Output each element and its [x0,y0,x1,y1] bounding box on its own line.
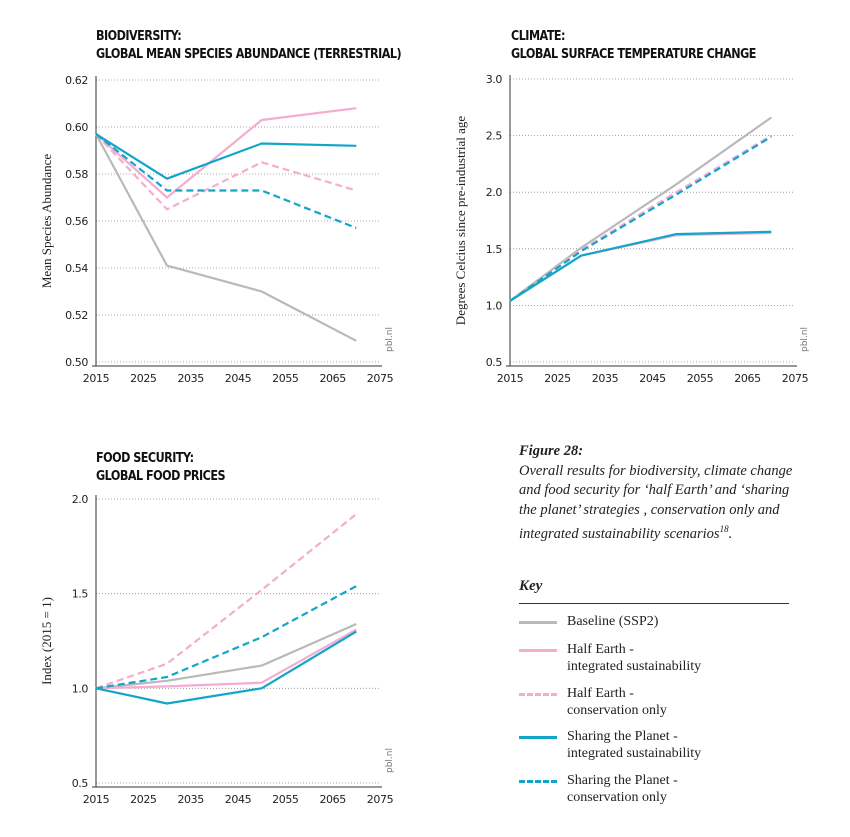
climate-y-axis-label: Degrees Celcius since pre-industrial age [453,116,468,326]
legend-item-sharing-planet-integrated: Sharing the Planet - integrated sustaina… [519,728,809,768]
climate-source-mark: pbl.nl [800,327,810,352]
climate-x-tick-label: 2015 [497,372,524,385]
biodiversity-series-half_earth-integrated [95,107,357,199]
biodiversity-x-tick-label: 2075 [367,372,394,385]
food-series-baseline-integrated [95,622,357,690]
legend-item-half-earth-conservation: Half Earth - conservation only [519,685,809,725]
legend-item-line-1: Sharing the Planet - [567,773,678,788]
legend-item-label: Half Earth - conservation only [567,685,667,719]
climate-chart-title: CLIMATE: GLOBAL SURFACE TEMPERATURE CHAN… [511,28,756,64]
food-x-tick-label: 2055 [272,793,299,806]
climate-series-sharing_planet-integrated [509,230,772,302]
figure-caption-footnote-ref: 18 [719,524,729,534]
climate-title-line-2: GLOBAL SURFACE TEMPERATURE CHANGE [511,47,756,62]
food-x-tick-label: 2045 [225,793,252,806]
climate-y-tick-label: 3.0 [486,73,503,86]
biodiversity-x-tick-label: 2035 [177,372,204,385]
biodiversity-x-tick-label: 2055 [272,372,299,385]
biodiversity-y-tick-label: 0.52 [65,309,88,322]
biodiversity-series-sharing_planet-conservation [95,133,357,230]
climate-series-sharing_planet-conservation [509,135,772,302]
food-series-sharing_planet-conservation [95,585,357,690]
legend-item-label: Sharing the Planet - conservation only [567,772,678,806]
legend-item-line-2: integrated sustainability [567,746,702,761]
legend-divider [519,603,789,604]
legend-swatch-baseline [519,621,557,624]
biodiversity-x-tick-label: 2015 [83,372,110,385]
legend-item-line-1: Half Earth - [567,686,634,701]
food-series-sharing_planet-integrated [95,630,357,705]
climate-x-tick-label: 2055 [687,372,714,385]
legend-item-line-2: conservation only [567,703,667,718]
legend-item-line-1: Sharing the Planet - [567,729,678,744]
biodiversity-title-line-2: GLOBAL MEAN SPECIES ABUNDANCE (TERRESTRI… [96,47,402,62]
legend-item-line-1: Baseline (SSP2) [567,614,659,629]
food-y-tick-label: 1.0 [72,682,89,695]
legend-swatch-sharing-planet-conservation [519,780,557,783]
figure-caption: Figure 28: Overall results for biodivers… [519,442,809,544]
legend-item-label: Half Earth - integrated sustainability [567,641,701,675]
biodiversity-y-axis-label: Mean Species Abundance [39,154,54,289]
climate-x-tick-label: 2065 [734,372,761,385]
figure-caption-heading: Figure 28: [519,443,584,459]
climate-y-tick-label: 2.0 [486,186,503,199]
food-y-axis-label: Index (2015 = 1) [39,597,54,685]
biodiversity-source-mark: pbl.nl [385,327,395,352]
biodiversity-series-half_earth-conservation [95,133,357,211]
legend-item-sharing-planet-conservation: Sharing the Planet - conservation only [519,772,809,812]
climate-x-tick-label: 2045 [639,372,666,385]
food-chart-title: FOOD SECURITY: GLOBAL FOOD PRICES [96,450,226,486]
biodiversity-x-tick-label: 2065 [319,372,346,385]
biodiversity-title-line-1: BIODIVERSITY: [96,29,182,44]
figure-caption-body: Overall results for biodiversity, climat… [519,462,793,542]
legend-item-label: Sharing the Planet - integrated sustaina… [567,728,701,762]
climate-x-tick-label: 2025 [544,372,571,385]
climate-y-tick-label: 2.5 [486,130,503,143]
food-y-tick-label: 2.0 [72,493,89,506]
biodiversity-x-tick-label: 2045 [225,372,252,385]
biodiversity-chart-title: BIODIVERSITY: GLOBAL MEAN SPECIES ABUNDA… [96,28,402,64]
food-x-tick-label: 2015 [83,793,110,806]
legend-item-line-2: conservation only [567,790,667,805]
legend-title: Key [519,578,543,594]
food-title-line-1: FOOD SECURITY: [96,451,194,466]
figure-caption-end: . [728,525,733,542]
food-series-half_earth-integrated [95,628,357,690]
food-y-tick-label: 0.5 [72,777,89,790]
climate-y-tick-label: 0.5 [486,356,503,369]
climate-y-tick-label: 1.0 [486,299,503,312]
climate-title-line-1: CLIMATE: [511,29,566,44]
biodiversity-y-tick-label: 0.54 [65,262,88,275]
legend-item-half-earth-integrated: Half Earth - integrated sustainability [519,641,809,681]
legend-swatch-half-earth-conservation [519,693,557,696]
biodiversity-series-baseline-integrated [95,133,357,342]
food-series-half_earth-conservation [95,513,357,690]
food-x-tick-label: 2075 [367,793,394,806]
climate-series-half_earth-conservation [509,134,772,302]
biodiversity-x-tick-label: 2025 [130,372,157,385]
biodiversity-series-sharing_planet-integrated [95,133,357,180]
legend-item-line-2: integrated sustainability [567,659,702,674]
legend-swatch-sharing-planet-integrated [519,736,557,739]
climate-x-tick-label: 2075 [782,372,809,385]
biodiversity-y-tick-label: 0.50 [65,356,88,369]
food-x-tick-label: 2025 [130,793,157,806]
legend-item-line-1: Half Earth - [567,642,634,657]
food-y-tick-label: 1.5 [72,588,89,601]
climate-y-tick-label: 1.5 [486,243,503,256]
food-source-mark: pbl.nl [385,748,395,773]
legend-item-label: Baseline (SSP2) [567,613,658,630]
legend-item-baseline: Baseline (SSP2) [519,613,809,653]
biodiversity-y-tick-label: 0.58 [65,168,88,181]
legend-swatch-half-earth-integrated [519,649,557,652]
climate-x-tick-label: 2035 [592,372,619,385]
food-title-line-2: GLOBAL FOOD PRICES [96,469,226,484]
food-x-tick-label: 2035 [177,793,204,806]
biodiversity-y-tick-label: 0.56 [65,215,88,228]
biodiversity-y-tick-label: 0.62 [65,74,88,87]
food-x-tick-label: 2065 [319,793,346,806]
biodiversity-y-tick-label: 0.60 [65,121,88,134]
